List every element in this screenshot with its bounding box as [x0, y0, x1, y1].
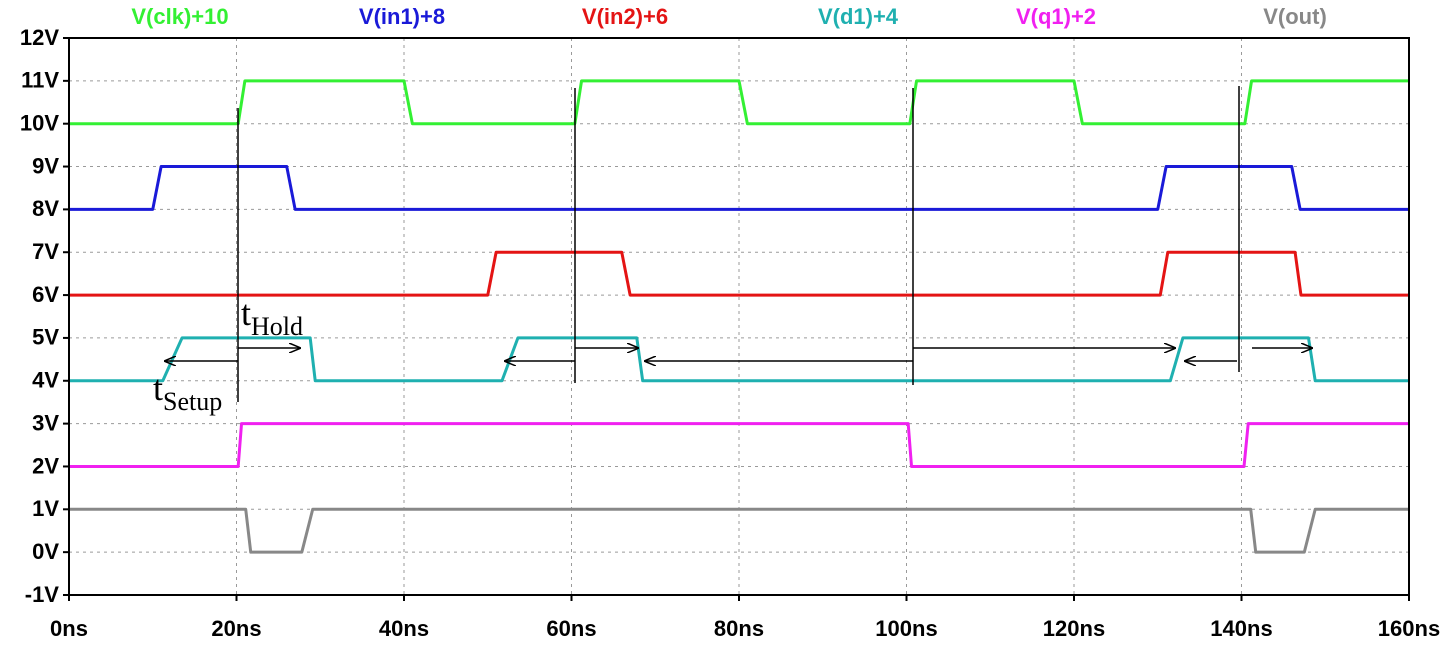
series-line: [69, 250, 1409, 297]
y-tick-label: 7V: [32, 239, 59, 264]
x-tick-label: 120ns: [1043, 616, 1105, 641]
series-line: [69, 165, 1409, 211]
setup-t: t: [153, 368, 163, 408]
setup-sub: Setup: [163, 387, 222, 416]
y-tick-label: 9V: [32, 153, 59, 178]
x-tick-label: 80ns: [714, 616, 764, 641]
x-tick-label: 40ns: [379, 616, 429, 641]
hold-t: t: [241, 293, 251, 333]
hold-sub: Hold: [251, 312, 303, 341]
legend-entry: V(in2)+6: [582, 4, 668, 29]
legend-entry: V(in1)+8: [359, 4, 445, 29]
x-tick-label: 20ns: [211, 616, 261, 641]
y-tick-label: 4V: [32, 368, 59, 393]
y-tick-label: 1V: [32, 496, 59, 521]
legend-entry: V(clk)+10: [131, 4, 228, 29]
x-tick-label: 60ns: [546, 616, 596, 641]
setup-label: tSetup: [153, 368, 222, 416]
y-tick-label: 5V: [32, 325, 59, 350]
y-tick-label: 8V: [32, 196, 59, 221]
series-line: [69, 507, 1409, 554]
x-tick-label: 0ns: [50, 616, 88, 641]
x-tick-label: 100ns: [875, 616, 937, 641]
y-tick-label: 2V: [32, 453, 59, 478]
y-tick-label: 12V: [20, 25, 59, 50]
series-line: [69, 336, 1409, 383]
y-tick-label: 10V: [20, 111, 59, 136]
y-tick-label: -1V: [25, 582, 60, 607]
series-line: [69, 422, 1409, 468]
hold-label: tHold: [241, 293, 303, 341]
y-tick-label: 3V: [32, 410, 59, 435]
y-tick-label: 0V: [32, 539, 59, 564]
x-tick-label: 140ns: [1210, 616, 1272, 641]
labels: -1V 0V 1V 2V 3V 4V 5V 6V 7V 8V 9V 10V 11V 12V 0ns 20ns 4…: [20, 4, 1440, 641]
y-tick-label: 6V: [32, 282, 59, 307]
y-tick-label: 11V: [21, 68, 59, 93]
series-line: [69, 79, 1409, 126]
timing-annotations: tHold tSetup: [153, 86, 1312, 416]
legend-entry: V(out): [1263, 4, 1327, 29]
legend-entry: V(q1)+2: [1016, 4, 1096, 29]
x-tick-label: 160ns: [1378, 616, 1440, 641]
legend-entry: V(d1)+4: [818, 4, 899, 29]
plot-lines: [69, 79, 1409, 554]
